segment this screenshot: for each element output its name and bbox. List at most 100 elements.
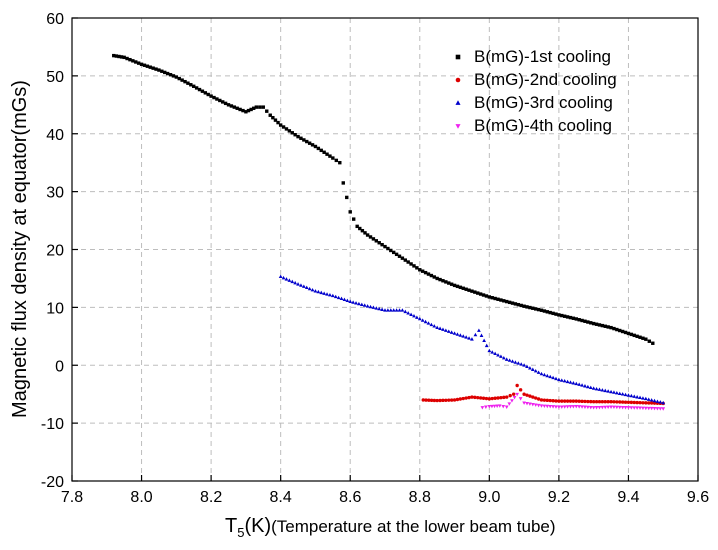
data-point <box>586 384 590 389</box>
data-point <box>358 226 362 231</box>
data-point <box>591 386 596 390</box>
data-point <box>557 377 561 382</box>
data-point <box>612 390 616 394</box>
data-point <box>609 400 613 404</box>
y-tick-label: 50 <box>46 69 64 86</box>
data-point <box>278 274 283 279</box>
data-point <box>458 333 463 337</box>
data-point <box>119 55 124 59</box>
data-point <box>212 95 216 100</box>
data-point <box>505 299 509 304</box>
data-point <box>189 83 193 87</box>
data-point <box>516 361 521 365</box>
data-point <box>539 371 544 376</box>
data-point <box>477 328 481 332</box>
data-point <box>620 392 625 396</box>
data-point <box>444 398 448 402</box>
data-point <box>444 280 448 284</box>
data-point <box>484 396 489 401</box>
data-point <box>209 94 213 98</box>
x-tick-label: 8.0 <box>130 489 152 506</box>
data-point <box>310 143 315 147</box>
data-point <box>458 397 463 401</box>
y-tick-label: -10 <box>41 416 64 433</box>
data-point <box>482 338 486 343</box>
data-point <box>559 405 564 409</box>
data-point <box>333 294 338 299</box>
legend-marker <box>455 77 461 83</box>
data-point <box>235 106 239 110</box>
data-point <box>281 275 286 280</box>
data-point <box>470 395 474 399</box>
data-point <box>319 290 324 295</box>
data-point <box>533 403 538 407</box>
data-point <box>307 286 312 291</box>
data-point <box>571 405 576 409</box>
data-point <box>505 395 509 399</box>
data-point <box>615 327 619 332</box>
data-point <box>519 303 523 308</box>
data-point <box>215 97 219 101</box>
data-point <box>397 254 402 258</box>
data-point <box>438 326 442 330</box>
data-point <box>467 336 471 340</box>
data-point <box>313 144 318 149</box>
data-point <box>551 399 555 403</box>
data-point <box>261 105 265 109</box>
data-point <box>649 401 654 405</box>
data-point <box>623 400 628 404</box>
data-point <box>652 407 657 411</box>
data-point <box>638 400 642 405</box>
data-point <box>446 329 451 333</box>
legend-label: B(mG)-1st cooling <box>474 47 611 66</box>
data-point <box>597 400 602 404</box>
data-point <box>641 406 645 411</box>
data-point <box>542 372 547 377</box>
data-point <box>449 398 454 402</box>
data-point <box>412 264 416 268</box>
data-point <box>380 242 384 247</box>
data-point <box>502 299 506 303</box>
data-point <box>501 404 506 409</box>
data-point <box>493 296 497 301</box>
data-point <box>168 73 173 77</box>
data-point <box>652 398 657 403</box>
data-point <box>478 396 483 400</box>
data-point <box>603 324 607 328</box>
legend-marker <box>455 100 461 105</box>
data-point <box>614 390 619 395</box>
data-point <box>154 67 158 71</box>
data-point <box>467 288 471 292</box>
data-point <box>580 318 584 323</box>
data-point <box>496 297 500 301</box>
data-point <box>420 269 425 273</box>
data-point <box>617 405 622 410</box>
data-point <box>548 310 552 315</box>
data-point <box>284 277 289 281</box>
data-point <box>423 319 428 324</box>
data-point <box>496 353 500 357</box>
data-point <box>629 406 634 410</box>
data-point <box>490 296 494 300</box>
data-point <box>536 397 541 401</box>
data-point <box>391 250 396 255</box>
data-point <box>614 405 619 410</box>
data-point <box>443 328 448 332</box>
data-point <box>142 63 147 67</box>
data-point <box>365 233 370 237</box>
data-point <box>641 401 645 405</box>
data-point <box>423 270 428 275</box>
data-point <box>163 70 167 75</box>
data-point <box>632 400 636 405</box>
data-point <box>548 404 553 409</box>
y-tick-label: 0 <box>55 358 64 375</box>
data-point <box>114 54 119 58</box>
data-point <box>536 403 541 408</box>
axis-ticks: 7.8 8.0 8.2 8.4 8.6 8.8 9.0 9.2 9.4 9.6 -20 -10 0 10 2… <box>41 11 709 506</box>
data-point <box>490 404 494 409</box>
data-point <box>542 309 547 313</box>
data-point <box>594 406 599 410</box>
data-point <box>338 160 342 165</box>
data-point <box>600 405 605 410</box>
